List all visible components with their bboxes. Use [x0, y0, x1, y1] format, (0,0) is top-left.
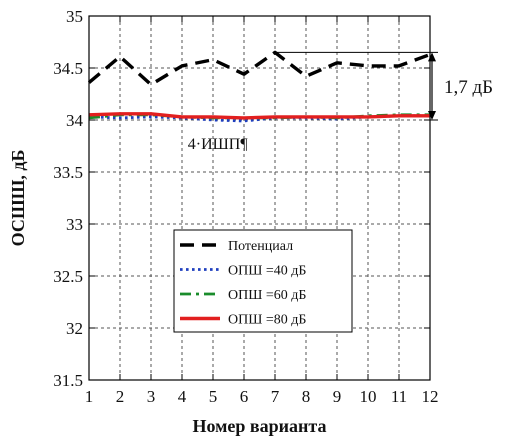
y-tick-label: 34.5 — [53, 59, 83, 78]
legend-label: ОПШ =60 дБ — [228, 288, 306, 303]
series-line-1 — [87, 50, 431, 87]
series-line-4 — [88, 112, 430, 120]
inner-label: 4·ИШП¶ — [188, 136, 249, 153]
x-tick-label: 1 — [85, 387, 94, 406]
y-tick-label: 34 — [66, 111, 84, 130]
range-arrow-head-down — [428, 111, 436, 120]
y-tick-label: 31.5 — [53, 371, 83, 390]
legend-label: Потенциал — [228, 239, 293, 254]
legend-label: ОПШ =80 дБ — [228, 313, 306, 328]
y-tick-label: 33.5 — [53, 163, 83, 182]
x-tick-label: 7 — [271, 387, 280, 406]
legend-label: ОПШ =40 дБ — [228, 264, 306, 279]
y-tick-label: 33 — [66, 215, 83, 234]
x-tick-label: 3 — [147, 387, 156, 406]
x-tick-label: 11 — [391, 387, 407, 406]
range-label: 1,7 дБ — [444, 77, 493, 98]
range-arrow-head-up — [428, 52, 436, 62]
y-tick-label: 32.5 — [53, 267, 83, 286]
x-tick-label: 6 — [240, 387, 249, 406]
plot-frame — [88, 15, 431, 381]
y-tick-label: 32 — [66, 319, 83, 338]
x-tick-label: 2 — [116, 387, 125, 406]
x-tick-label: 8 — [302, 387, 311, 406]
y-axis-title: ОСШШ, дБ — [8, 150, 28, 247]
x-tick-label: 12 — [422, 387, 439, 406]
x-tick-label: 10 — [360, 387, 377, 406]
x-tick-label: 9 — [333, 387, 342, 406]
x-axis-title: Номер варианта — [193, 416, 327, 436]
y-tick-label: 35 — [66, 7, 83, 26]
x-tick-label: 4 — [178, 387, 187, 406]
x-tick-label: 5 — [209, 387, 218, 406]
legend-box — [173, 229, 353, 333]
